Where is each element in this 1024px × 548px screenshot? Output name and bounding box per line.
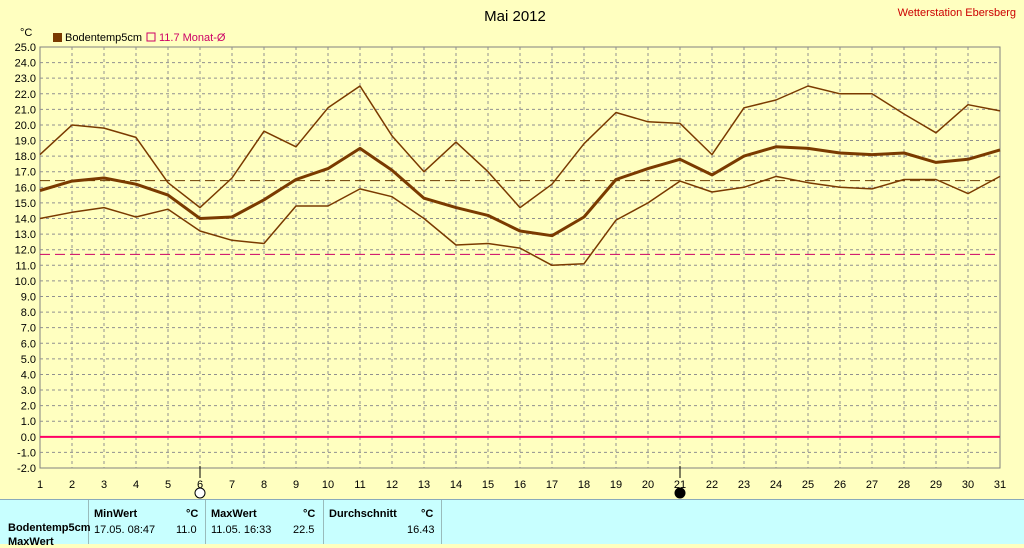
series-lines	[39, 85, 1001, 267]
x-tick-label: 30	[962, 479, 974, 491]
temperature-chart: Mai 2012 Wetterstation Ebersberg Bodente…	[15, 7, 1016, 499]
x-tick-label: 20	[642, 479, 654, 491]
x-tick-label: 1	[37, 479, 43, 491]
y-tick-label: -1.0	[17, 447, 36, 459]
y-tick-label: 20.0	[15, 120, 36, 132]
series-line-mean	[39, 145, 1001, 238]
station-name: Wetterstation Ebersberg	[898, 7, 1016, 19]
x-tick-label: 16	[514, 479, 526, 491]
x-tick-label: 31	[994, 479, 1006, 491]
avg-header: Durchschnitt	[329, 508, 397, 520]
y-tick-label: 22.0	[15, 89, 36, 101]
y-tick-label: 16.0	[15, 182, 36, 194]
y-tick-label: 21.0	[15, 104, 36, 116]
y-tick-label: 4.0	[21, 369, 36, 381]
chart-title: Mai 2012	[484, 8, 546, 25]
x-tick-label: 22	[706, 479, 718, 491]
max-value-cell: MaxWert °C 11.05. 16:33 22.5	[205, 500, 324, 544]
x-tick-label: 12	[386, 479, 398, 491]
y-axis-unit: °C	[20, 27, 32, 39]
stats-row-label: Bodentemp5cm	[8, 522, 91, 534]
x-tick-label: 14	[450, 479, 462, 491]
x-tick-label: 15	[482, 479, 494, 491]
x-tick-label: 24	[770, 479, 782, 491]
min-value: 11.0	[176, 524, 197, 536]
x-tick-label: 19	[610, 479, 622, 491]
y-tick-label: 7.0	[21, 323, 36, 335]
legend-series-swatch	[53, 33, 62, 42]
legend-avg-swatch	[146, 32, 156, 42]
x-tick-label: 10	[322, 479, 334, 491]
x-tick-label: 5	[165, 479, 171, 491]
y-tick-label: 9.0	[21, 291, 36, 303]
x-tick-label: 23	[738, 479, 750, 491]
y-tick-label: 0.0	[21, 432, 36, 444]
x-tick-label: 27	[866, 479, 878, 491]
y-tick-label: 6.0	[21, 338, 36, 350]
x-tick-label: 9	[293, 479, 299, 491]
reference-lines	[40, 180, 1000, 438]
y-tick-label: 24.0	[15, 58, 36, 70]
x-tick-label: 6	[197, 479, 203, 491]
x-tick-label: 2	[69, 479, 75, 491]
moon-phases	[194, 466, 686, 499]
max-value: 22.5	[293, 524, 315, 536]
min-unit: °C	[186, 508, 199, 520]
moon-full-icon	[194, 487, 206, 499]
y-tick-label: 19.0	[15, 136, 36, 148]
average-cell: Durchschnitt °C 16.43	[323, 500, 442, 544]
x-tick-label: 3	[101, 479, 107, 491]
y-tick-label: 2.0	[21, 401, 36, 413]
y-tick-label: 3.0	[21, 385, 36, 397]
avg-unit: °C	[421, 508, 434, 520]
y-tick-label: 18.0	[15, 151, 36, 163]
avg-value: 16.43	[407, 524, 435, 536]
x-tick-label: 21	[674, 479, 686, 491]
y-tick-label: 8.0	[21, 307, 36, 319]
y-tick-label: 10.0	[15, 276, 36, 288]
x-tick-label: 25	[802, 479, 814, 491]
x-tick-label: 29	[930, 479, 942, 491]
y-tick-label: 15.0	[15, 198, 36, 210]
y-tick-label: 5.0	[21, 354, 36, 366]
y-tick-label: 25.0	[15, 42, 36, 54]
min-value-cell: MinWert °C 17.05. 08:47 11.0	[88, 500, 206, 544]
series-line-min	[39, 175, 1001, 267]
x-tick-label: 4	[133, 479, 139, 491]
x-tick-label: 7	[229, 479, 235, 491]
max-unit: °C	[303, 508, 316, 520]
x-tick-label: 17	[546, 479, 558, 491]
y-tick-label: 14.0	[15, 214, 36, 226]
legend-avg-label: 11.7 Monat-Ø	[159, 32, 226, 44]
y-tick-label: -2.0	[17, 463, 36, 475]
statistics-panel: Bodentemp5cm MaxWert MinWert °C 17.05. 0…	[0, 499, 1024, 548]
y-tick-label: 17.0	[15, 167, 36, 179]
x-tick-label: 18	[578, 479, 590, 491]
series-line-max	[39, 85, 1001, 209]
legend-series-label: Bodentemp5cm	[65, 32, 142, 44]
x-tick-label: 13	[418, 479, 430, 491]
min-time: 17.05. 08:47	[94, 524, 156, 536]
x-axis: 1 2 3 4 5 6 7 8 9 10 11 12 13 14 15 16 17 18 19 20 21 22 23 24 2…	[37, 479, 1006, 491]
max-time: 11.05. 16:33	[211, 524, 272, 536]
min-header: MinWert	[94, 508, 138, 520]
x-tick-label: 11	[354, 479, 365, 491]
x-tick-label: 26	[834, 479, 846, 491]
stats-row-label-2: MaxWert	[8, 536, 54, 548]
y-axis: -2.0 -1.0 0.0 1.0 2.0 3.0 4.0 5.0 6.0 7.0 8.0 9.0 10…	[15, 42, 36, 475]
max-header: MaxWert	[211, 508, 257, 520]
y-tick-label: 11.0	[15, 260, 36, 272]
y-tick-label: 1.0	[21, 416, 36, 428]
legend: Bodentemp5cm 11.7 Monat-Ø	[53, 32, 226, 44]
x-tick-label: 8	[261, 479, 267, 491]
y-tick-label: 12.0	[15, 245, 36, 257]
x-tick-label: 28	[898, 479, 910, 491]
grid	[40, 47, 1000, 468]
moon-new-icon	[674, 487, 686, 499]
y-tick-label: 23.0	[15, 73, 36, 85]
y-tick-label: 13.0	[15, 229, 36, 241]
stats-label-cell: Bodentemp5cm MaxWert	[0, 500, 91, 548]
